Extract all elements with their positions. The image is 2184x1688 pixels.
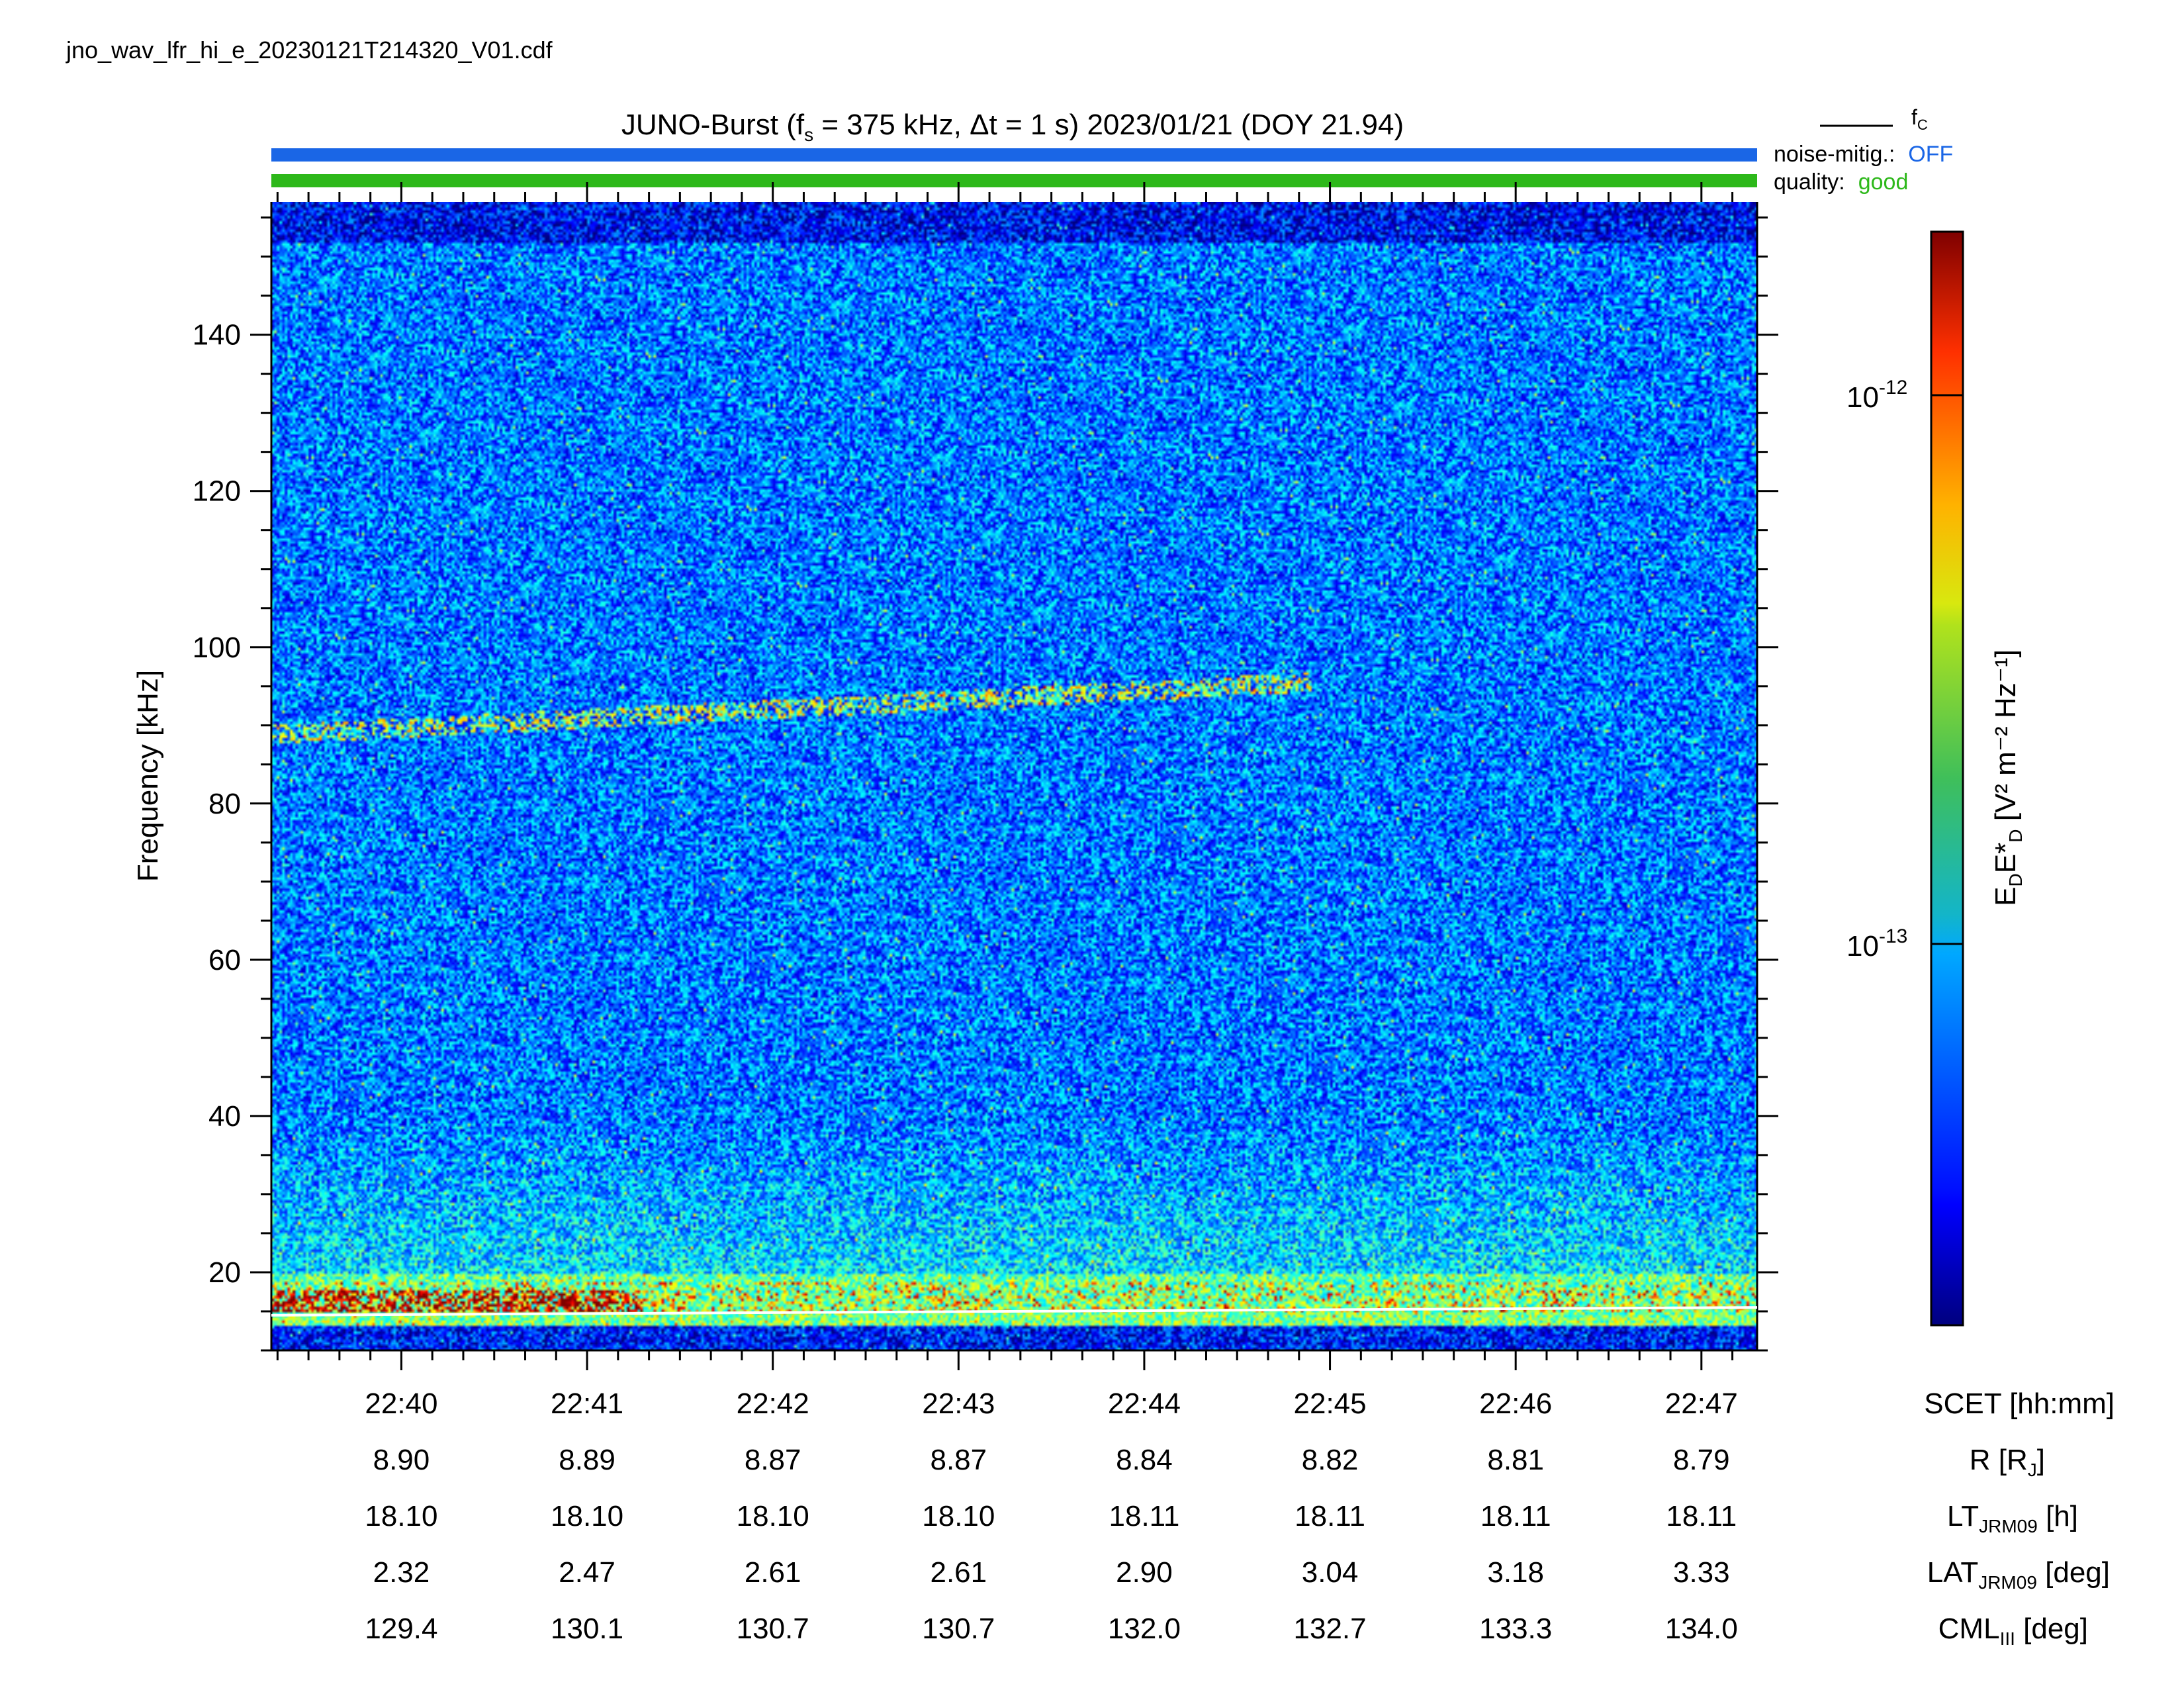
file-name: jno_wav_lfr_hi_e_20230121T214320_V01.cdf	[66, 36, 553, 64]
noise-mitigation-bar	[271, 148, 1757, 162]
noise-mitigation-label: noise-mitig.: OFF	[1774, 142, 1953, 167]
ephemeris-cml-value: 130.1	[551, 1613, 623, 1645]
colorbar	[1930, 230, 1964, 1327]
y-tick-label: 80	[208, 788, 241, 820]
ephemeris-lt-value: 18.10	[365, 1500, 437, 1532]
row-label-r: R [RJ]	[1970, 1444, 2045, 1480]
ephemeris-r-value: 8.87	[745, 1444, 801, 1476]
ephemeris-r-value: 8.84	[1116, 1444, 1173, 1476]
y-tick-label: 40	[208, 1100, 241, 1133]
colorbar-tick-label-1e-12: 10-12	[1846, 377, 1907, 414]
ephemeris-cml-value: 130.7	[922, 1613, 995, 1645]
x-axis: 22:40 22:41 22:42 22:43 22:44 22:45 22:46 22:47	[276, 182, 1738, 1420]
ephemeris-cml-value: 129.4	[365, 1613, 437, 1645]
y-axis: 20 40 60 80 100 120 140	[193, 216, 1778, 1352]
x-tick-label: 22:42	[737, 1387, 809, 1420]
x-tick-label: 22:44	[1108, 1387, 1181, 1420]
ephemeris-cml-value: 130.7	[737, 1613, 809, 1645]
ephemeris-r-value: 8.89	[559, 1444, 615, 1476]
ephemeris-lat-value: 3.33	[1673, 1556, 1730, 1589]
ephemeris-lat-value: 2.61	[745, 1556, 801, 1589]
x-tick-label: 22:45	[1294, 1387, 1367, 1420]
ephemeris-r-value: 8.82	[1302, 1444, 1359, 1476]
title-rest: = 375 kHz, Δt = 1 s) 2023/01/21 (DOY 21.…	[813, 109, 1404, 141]
quality-bar	[271, 174, 1757, 187]
plot-title: JUNO-Burst (fs = 375 kHz, Δt = 1 s) 2023…	[621, 109, 1404, 145]
row-label-lt: LTJRM09 [h]	[1947, 1500, 2078, 1536]
x-tick-label: 22:41	[551, 1387, 623, 1420]
colorbar-label: EDE*D [V² m⁻² Hz⁻¹]	[1989, 649, 2026, 906]
ephemeris-cml-value: 132.7	[1294, 1613, 1367, 1645]
ephemeris-r-value: 8.90	[373, 1444, 430, 1476]
row-label-cml: CMLIII [deg]	[1938, 1613, 2088, 1649]
x-tick-label: 22:46	[1479, 1387, 1552, 1420]
title-subscript: s	[804, 124, 813, 145]
y-tick-label: 60	[208, 944, 241, 976]
quality-value: good	[1858, 169, 1909, 195]
ephemeris-cml-value: 134.0	[1665, 1613, 1738, 1645]
fc-legend-label: fC	[1911, 105, 1928, 133]
ephemeris-lat-value: 2.32	[373, 1556, 430, 1589]
ephemeris-lt-value: 18.10	[551, 1500, 623, 1532]
y-tick-label: 20	[208, 1256, 241, 1289]
ephemeris-lt-value: 18.11	[1295, 1500, 1365, 1532]
x-tick-label: 22:40	[365, 1387, 437, 1420]
row-label-lat: LATJRM09 [deg]	[1927, 1556, 2110, 1593]
quality-label: quality: good	[1774, 169, 1908, 195]
noise-mitigation-value: OFF	[1908, 142, 1953, 167]
ephemeris-lt-value: 18.10	[737, 1500, 809, 1532]
y-axis-label: Frequency [kHz]	[132, 670, 164, 882]
ephemeris-table: 8.90 8.89 8.87 8.87 8.84 8.82 8.81 8.79 18.10 18.…	[365, 1444, 1737, 1645]
ephemeris-lt-value: 18.11	[1480, 1500, 1551, 1532]
y-tick-label: 100	[193, 632, 241, 664]
y-tick-label: 140	[193, 319, 241, 352]
ephemeris-lt-value: 18.11	[1109, 1500, 1180, 1532]
ephemeris-lat-value: 2.90	[1116, 1556, 1173, 1589]
ephemeris-r-value: 8.79	[1673, 1444, 1730, 1476]
row-label-scet: SCET [hh:mm]	[1924, 1387, 2115, 1420]
fc-line	[271, 1306, 1758, 1317]
ephemeris-lat-value: 3.04	[1302, 1556, 1359, 1589]
x-tick-label: 22:47	[1665, 1387, 1738, 1420]
ephemeris-cml-value: 132.0	[1108, 1613, 1181, 1645]
colorbar-tick-label-1e-13: 10-13	[1846, 925, 1907, 962]
ephemeris-cml-value: 133.3	[1479, 1613, 1552, 1645]
ephemeris-lt-value: 18.11	[1666, 1500, 1737, 1532]
ephemeris-lat-value: 2.61	[930, 1556, 987, 1589]
ephemeris-lt-value: 18.10	[922, 1500, 995, 1532]
ephemeris-lat-value: 3.18	[1487, 1556, 1544, 1589]
ephemeris-lat-value: 2.47	[559, 1556, 615, 1589]
x-tick-label: 22:43	[922, 1387, 995, 1420]
ephemeris-r-value: 8.81	[1487, 1444, 1544, 1476]
title-prefix: JUNO-Burst (f	[621, 109, 805, 141]
spectrogram-heatmap	[271, 202, 1757, 1350]
y-tick-label: 120	[193, 475, 241, 508]
ephemeris-r-value: 8.87	[930, 1444, 987, 1476]
